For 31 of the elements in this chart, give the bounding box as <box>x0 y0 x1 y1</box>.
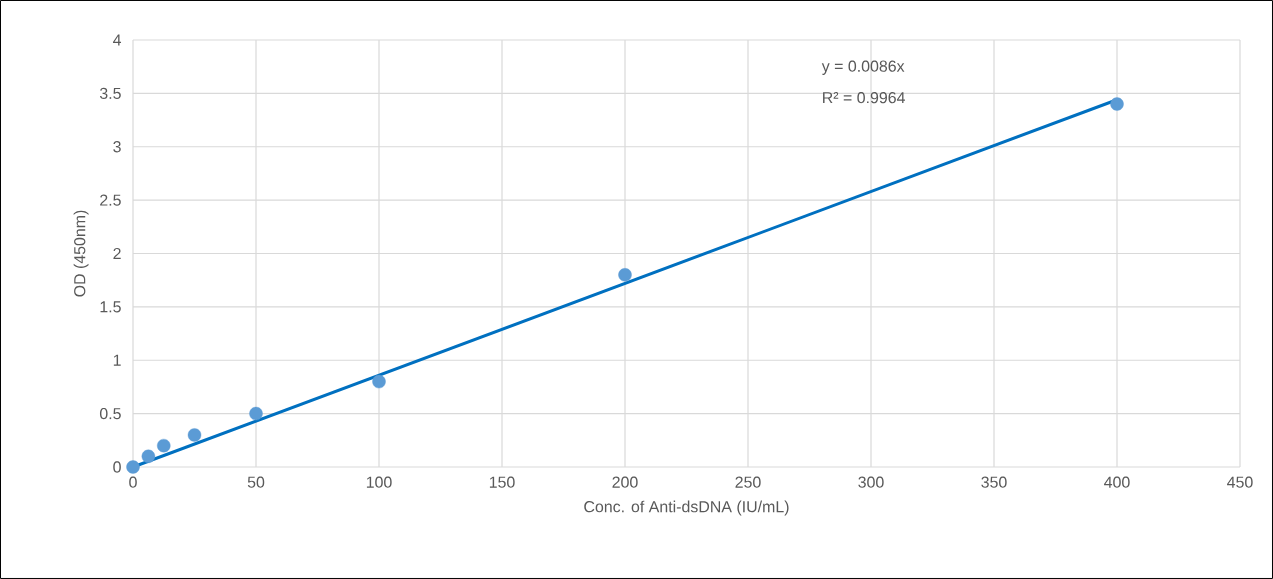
point <box>249 406 263 421</box>
x-axis-title: Conc. of Anti-dsDNA (IU/mL) <box>584 500 789 516</box>
x-tick-label: 350 <box>981 476 1007 488</box>
x-tick-label: 400 <box>1104 476 1130 488</box>
x-tick-label: 50 <box>247 476 265 488</box>
y-tick-label: 2.5 <box>100 194 121 206</box>
point <box>1110 97 1124 111</box>
x-tick-label: 250 <box>735 476 761 488</box>
x-tick-label: 150 <box>489 476 515 488</box>
x-tick-label: 200 <box>612 476 638 488</box>
point <box>187 428 202 442</box>
y-tick-label: 0.5 <box>99 407 121 420</box>
point <box>126 460 140 474</box>
y-tick-label: 4 <box>112 34 122 46</box>
point <box>157 438 171 453</box>
point <box>141 449 156 464</box>
annotation: R² = 0.9964 <box>823 91 905 104</box>
y-tick-label: 1 <box>113 354 121 366</box>
annotation: y = 0.0086x <box>821 60 905 75</box>
x-tick-label: 0 <box>129 476 137 488</box>
y-tick-label: 2 <box>113 247 121 260</box>
x-tick-label: 100 <box>366 476 392 488</box>
y-tick-label: 1.5 <box>100 301 121 313</box>
y-tick-label: 3.5 <box>99 87 121 99</box>
point <box>372 374 386 389</box>
point <box>618 268 632 282</box>
y-tick-label: 3 <box>113 141 121 153</box>
y-axis-title: OD (450nm) <box>73 210 89 297</box>
x-tick-label: 300 <box>858 476 884 488</box>
y-tick-label: 0 <box>113 461 121 473</box>
x-tick-label: 450 <box>1227 476 1253 488</box>
